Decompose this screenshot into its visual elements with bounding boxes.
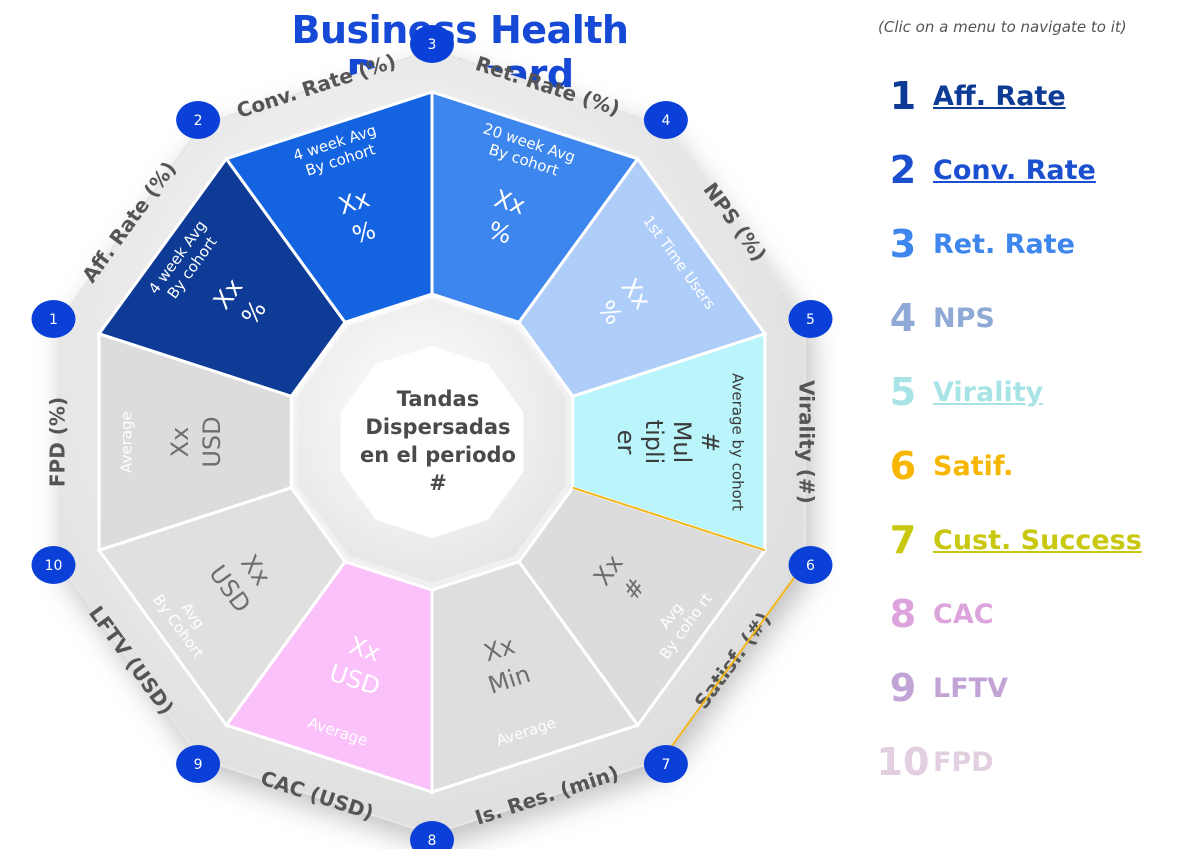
badge-2-number: 2 bbox=[194, 113, 203, 129]
menu-item-4[interactable]: 4 NPS bbox=[873, 288, 1173, 348]
badge-5[interactable] bbox=[788, 300, 833, 338]
menu-item-number: 1 bbox=[889, 74, 917, 118]
menu-item-number: 5 bbox=[889, 370, 917, 414]
badge-8-number: 8 bbox=[428, 833, 437, 849]
accent-edge bbox=[661, 562, 806, 760]
segment-10[interactable] bbox=[97, 331, 293, 553]
menu-item-number: 6 bbox=[889, 444, 917, 488]
badge-8[interactable] bbox=[410, 821, 454, 849]
segment-5-v1: # bbox=[696, 432, 724, 452]
menu-item-label[interactable]: Aff. Rate bbox=[933, 80, 1066, 112]
hub-text-line3: en el periodo bbox=[360, 443, 516, 467]
menu-item-label[interactable]: Ret. Rate bbox=[933, 228, 1075, 260]
badge-1-number: 1 bbox=[49, 312, 58, 328]
menu-item-number: 8 bbox=[889, 592, 917, 636]
badge-3-number: 3 bbox=[428, 37, 437, 53]
badge-6-number: 6 bbox=[806, 558, 815, 574]
badge-4[interactable] bbox=[643, 101, 688, 139]
menu-item-label[interactable]: NPS bbox=[933, 302, 995, 334]
segment-10-label: FPD (%) bbox=[46, 397, 70, 487]
menu-item-number: 10 bbox=[876, 740, 930, 784]
segment-5-sub1: Average by cohort bbox=[729, 373, 747, 511]
menu-item-label[interactable]: LFTV bbox=[933, 672, 1008, 704]
navigation-hint: (Clic on a menu to navigate to it) bbox=[878, 18, 1127, 36]
menu-item-9[interactable]: 9 LFTV bbox=[873, 658, 1173, 718]
menu-item-6[interactable]: 6 Satif. bbox=[873, 436, 1173, 496]
menu-item-3[interactable]: 3 Ret. Rate bbox=[873, 214, 1173, 274]
menu-item-2[interactable]: 2 Conv. Rate bbox=[873, 140, 1173, 200]
badge-2[interactable] bbox=[176, 101, 221, 139]
menu-item-label[interactable]: Satif. bbox=[933, 450, 1014, 482]
hub-text-line4: # bbox=[429, 471, 447, 495]
badge-10[interactable] bbox=[31, 546, 76, 584]
segment-5-v3: tipli bbox=[640, 420, 668, 465]
menu-item-7[interactable]: 7 Cust. Success bbox=[873, 510, 1173, 570]
badge-9[interactable] bbox=[176, 745, 221, 783]
badge-6[interactable] bbox=[788, 546, 833, 584]
badge-5-number: 5 bbox=[806, 312, 815, 328]
menu-item-number: 7 bbox=[889, 518, 917, 562]
menu-item-number: 9 bbox=[889, 666, 917, 710]
menu-item-label[interactable]: CAC bbox=[933, 598, 994, 630]
accent-line bbox=[572, 486, 766, 552]
menu-item-number: 4 bbox=[889, 296, 917, 340]
badge-1[interactable] bbox=[31, 300, 76, 338]
badge-10-number: 10 bbox=[45, 558, 63, 574]
menu-item-label[interactable]: Cust. Success bbox=[933, 524, 1142, 556]
menu-item-number: 3 bbox=[889, 222, 917, 266]
menu-item-1[interactable]: 1 Aff. Rate bbox=[873, 66, 1173, 126]
badge-7-number: 7 bbox=[661, 757, 670, 773]
menu-item-10[interactable]: 10 FPD bbox=[873, 732, 1173, 792]
menu-item-label[interactable]: FPD bbox=[933, 746, 994, 778]
badge-3[interactable] bbox=[410, 25, 454, 63]
menu-item-5[interactable]: 5 Virality bbox=[873, 362, 1173, 422]
segment-5-v2: Mul bbox=[668, 421, 696, 464]
segment-10-v1: Xx bbox=[166, 427, 194, 458]
segment-5-v4: er bbox=[612, 430, 640, 455]
hub-center bbox=[340, 346, 524, 538]
badge-4-number: 4 bbox=[661, 113, 670, 129]
menu-item-number: 2 bbox=[889, 148, 917, 192]
segment-10-sub1: Average bbox=[118, 411, 136, 473]
menu-item-label[interactable]: Conv. Rate bbox=[933, 154, 1096, 186]
segment-5-label: Virality (#) bbox=[795, 380, 819, 504]
menu-item-label[interactable]: Virality bbox=[933, 376, 1044, 408]
segment-10-v2: USD bbox=[198, 416, 226, 467]
badge-7[interactable] bbox=[643, 745, 688, 783]
hub-text-line2: Dispersadas bbox=[365, 415, 510, 439]
menu-item-8[interactable]: 8 CAC bbox=[873, 584, 1173, 644]
badge-9-number: 9 bbox=[194, 757, 203, 773]
hub-text-line1: Tandas bbox=[397, 387, 479, 411]
